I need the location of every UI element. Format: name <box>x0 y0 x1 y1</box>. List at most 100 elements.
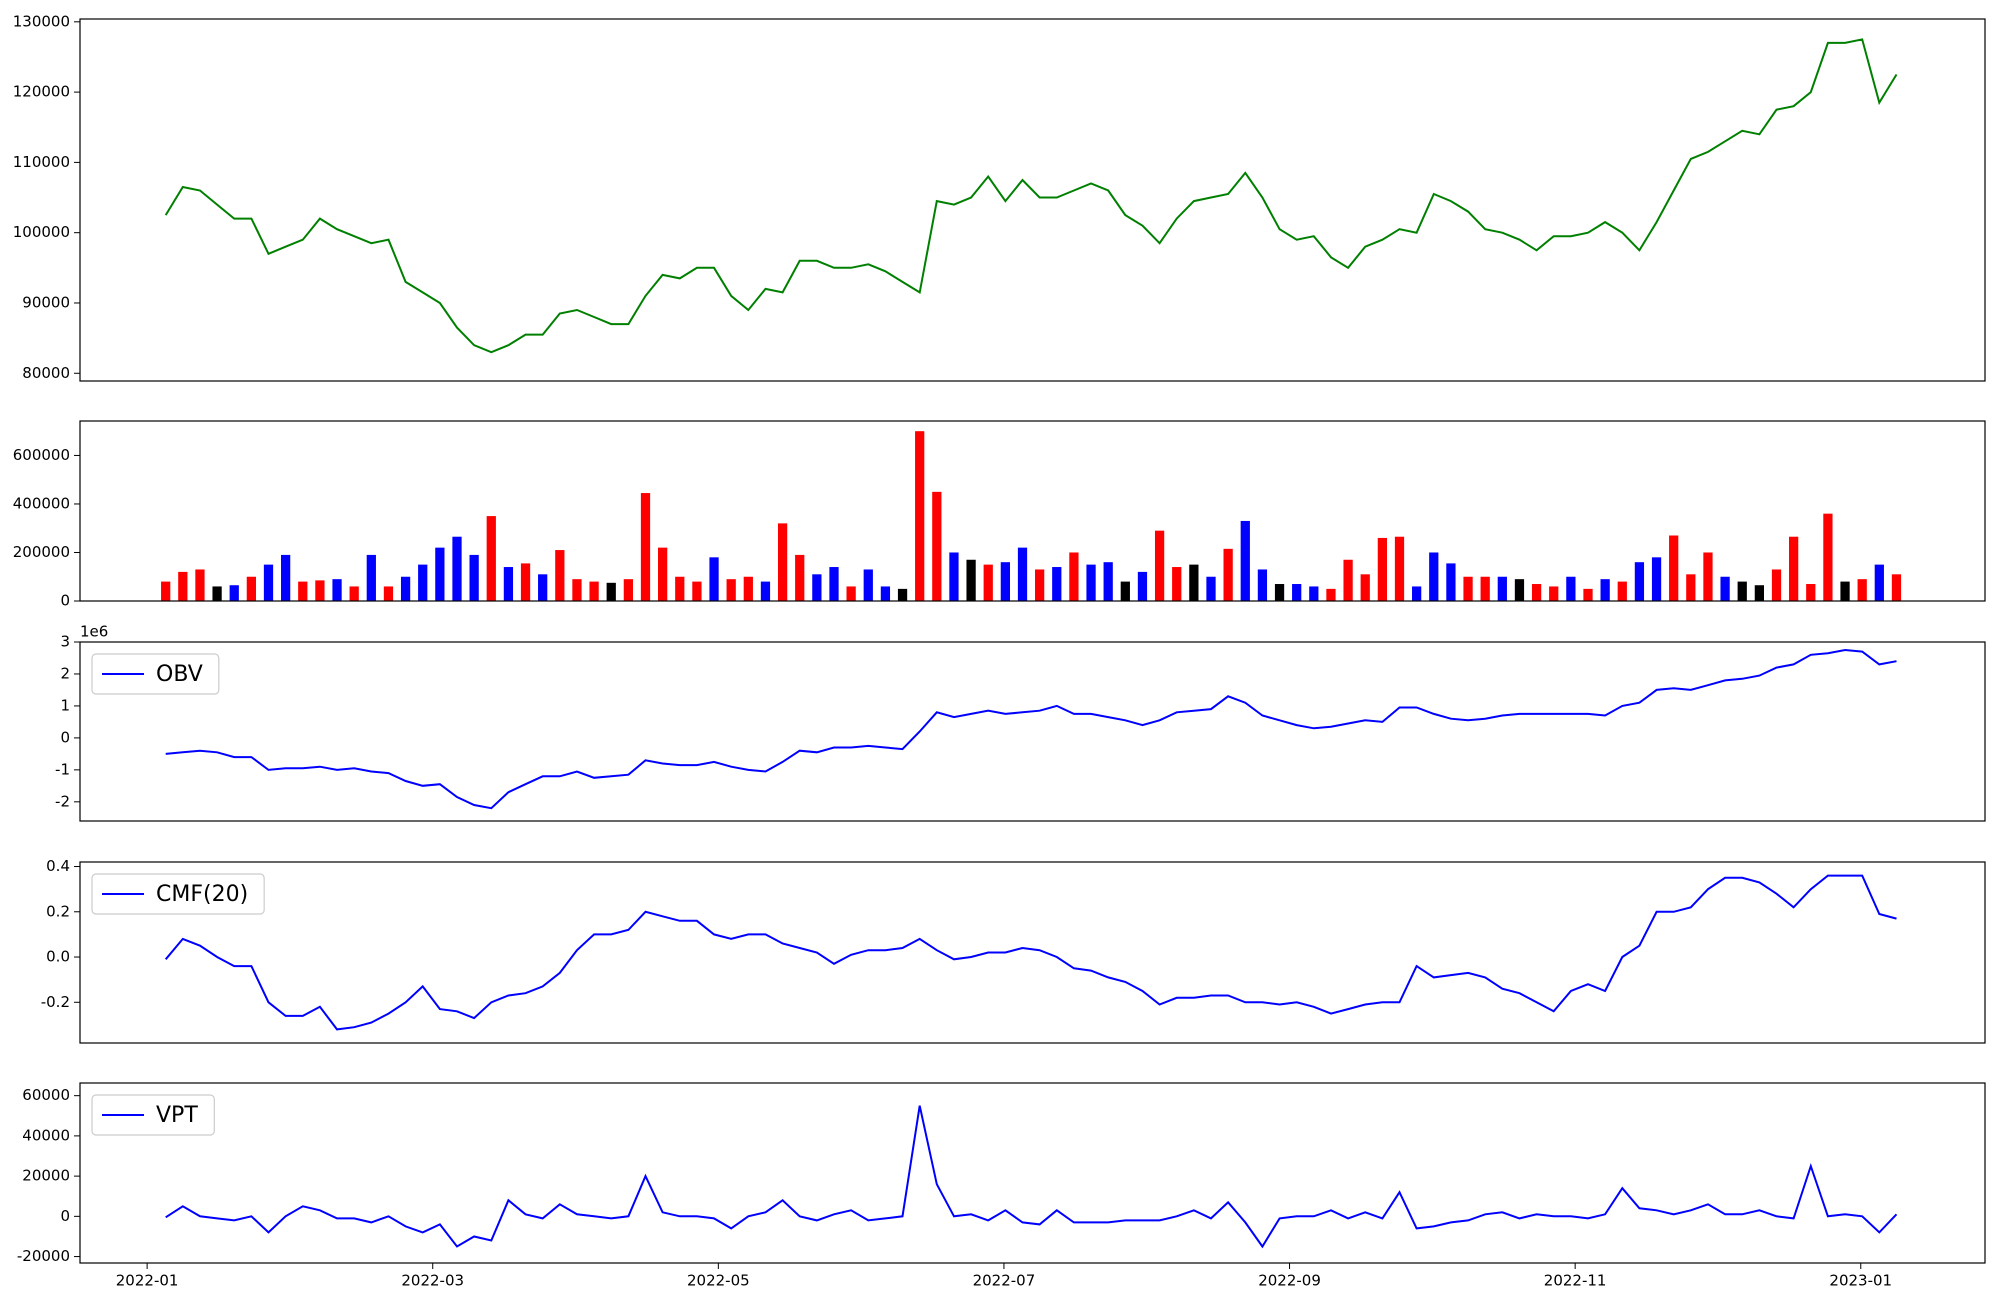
volume-bar <box>726 579 736 601</box>
y-tick-label: 0.2 <box>46 902 70 920</box>
volume-bar <box>1754 585 1764 601</box>
volume-bar <box>1120 581 1130 601</box>
volume-bar <box>212 586 222 601</box>
volume-bar <box>383 586 394 601</box>
volume-bar <box>486 516 496 601</box>
volume-bar <box>829 567 839 601</box>
series-line <box>164 38 1898 354</box>
y-tick-label: 130000 <box>13 12 70 30</box>
volume-bar <box>1103 562 1113 601</box>
volume-bar <box>1172 567 1182 601</box>
volume-bar <box>1771 569 1782 601</box>
volume-bar <box>1274 584 1285 601</box>
volume-bar <box>1720 576 1730 601</box>
volume-bar <box>572 579 582 601</box>
volume-bar <box>1531 584 1542 601</box>
volume-bar <box>1669 535 1679 601</box>
volume-bar <box>949 552 959 601</box>
volume-bar <box>1069 552 1079 601</box>
volume-bar <box>1634 562 1645 601</box>
volume-bar <box>675 576 685 601</box>
volume-bar <box>452 536 462 601</box>
y-tick-label: 2 <box>60 664 70 682</box>
legend-box <box>91 1094 215 1136</box>
volume-bar <box>1137 571 1148 601</box>
legend-box <box>91 653 220 695</box>
legend-label: CMF(20) <box>156 882 248 907</box>
volume-bar <box>1086 564 1096 601</box>
volume-bar <box>1583 588 1593 601</box>
volume-bar <box>846 586 856 601</box>
volume-bar <box>1343 559 1353 601</box>
volume-bar <box>1360 574 1370 601</box>
volume-bar <box>640 493 651 601</box>
y-tick-label: 100000 <box>13 223 70 241</box>
volume-bar <box>1189 564 1199 601</box>
y-tick-label: 0.4 <box>46 857 70 875</box>
volume-bar <box>161 581 171 601</box>
y-tick-label: -0.2 <box>41 993 70 1011</box>
y-tick-label: 60000 <box>22 1086 70 1104</box>
volume-bar <box>1206 576 1216 601</box>
x-tick-label: 2022-11 <box>1544 1272 1607 1290</box>
legend-label: OBV <box>156 662 203 687</box>
volume-bar <box>692 581 702 601</box>
volume-bar <box>777 523 788 601</box>
legend-label: VPT <box>156 1103 198 1128</box>
volume-bar <box>760 581 771 601</box>
volume-bar <box>1891 574 1902 601</box>
volume-bar <box>1394 536 1405 601</box>
y-tick-label: 120000 <box>13 83 70 101</box>
volume-bar <box>1240 520 1250 601</box>
volume-bar <box>812 574 822 601</box>
volume-bar <box>1017 547 1028 601</box>
volume-bar <box>1326 588 1336 601</box>
volume-bar <box>1823 513 1833 601</box>
volume-bar <box>503 567 514 601</box>
y-tick-label: 90000 <box>22 293 70 311</box>
y-tick-label: 20000 <box>22 1167 70 1185</box>
x-tick-label: 2022-09 <box>1258 1272 1321 1290</box>
volume-bar <box>1874 564 1884 601</box>
volume-bar <box>332 579 342 601</box>
volume-bar <box>418 564 428 601</box>
axes-frame <box>79 1082 1986 1264</box>
volume-bar <box>1566 576 1576 601</box>
volume-bar <box>1840 581 1850 601</box>
y-tick-label: 400000 <box>13 494 70 512</box>
volume-bar <box>1806 584 1816 601</box>
volume-bar <box>1154 530 1165 601</box>
volume-bar <box>178 571 188 601</box>
volume-bar <box>709 557 719 601</box>
x-tick-label: 2022-01 <box>116 1272 179 1290</box>
volume-bar <box>1446 563 1456 601</box>
volume-bar <box>1651 557 1662 601</box>
volume-bar <box>1497 576 1507 601</box>
volume-bar <box>435 547 445 601</box>
series-line <box>165 648 1897 810</box>
volume-bar <box>195 569 205 601</box>
volume-bar <box>1309 586 1319 601</box>
volume-bar <box>1412 586 1422 601</box>
volume-bar <box>915 431 925 601</box>
y-tick-label: 110000 <box>13 153 70 171</box>
axes-frame <box>79 18 1986 382</box>
volume-bar <box>263 564 274 601</box>
y-tick-label: -1 <box>55 760 70 778</box>
volume-bar <box>349 586 359 601</box>
volume-bar <box>281 554 291 601</box>
volume-bar <box>589 581 599 601</box>
y-tick-label: 0 <box>60 1207 70 1225</box>
volume-bar <box>469 554 479 601</box>
volume-bar <box>1789 536 1799 601</box>
x-tick-label: 2022-07 <box>973 1272 1036 1290</box>
volume-bar <box>966 559 976 601</box>
legend-box <box>91 873 265 915</box>
volume-bar <box>1377 537 1387 601</box>
volume-bar <box>880 586 891 601</box>
volume-bar <box>1857 579 1867 601</box>
y-tick-label: -20000 <box>17 1247 70 1265</box>
y-tick-label: -2 <box>55 792 70 810</box>
y-tick-label: 80000 <box>22 364 70 382</box>
